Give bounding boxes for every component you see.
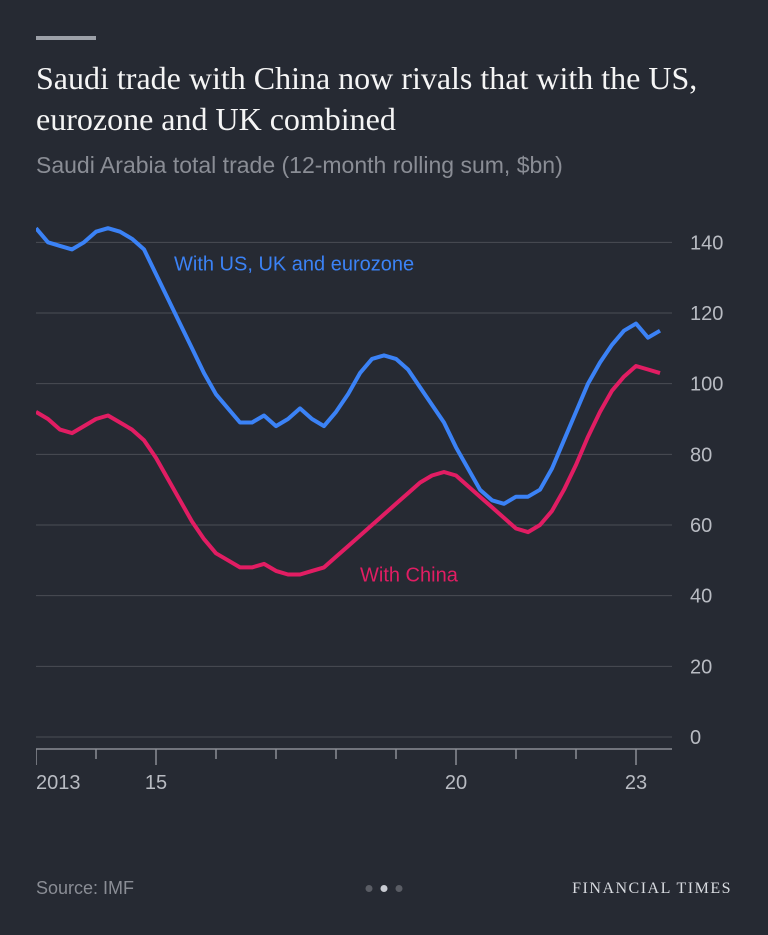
svg-text:40: 40 bbox=[690, 586, 712, 608]
svg-text:140: 140 bbox=[690, 232, 723, 254]
chart: 0 20 40 60 80 100 120 140 2013 15 20 23 With US, UK … bbox=[36, 207, 736, 797]
source-text: Source: IMF bbox=[36, 878, 134, 899]
brand-text: FINANCIAL TIMES bbox=[572, 880, 732, 898]
svg-text:23: 23 bbox=[625, 772, 647, 794]
chart-title: Saudi trade with China now rivals that w… bbox=[36, 58, 732, 140]
svg-text:0: 0 bbox=[690, 727, 701, 749]
accent-bar bbox=[36, 36, 96, 40]
pager-dots bbox=[366, 885, 403, 892]
svg-text:120: 120 bbox=[690, 303, 723, 325]
svg-text:2013: 2013 bbox=[36, 772, 81, 794]
svg-text:80: 80 bbox=[690, 444, 712, 466]
svg-text:20: 20 bbox=[445, 772, 467, 794]
series-label-china: With China bbox=[360, 564, 459, 586]
footer: Source: IMF FINANCIAL TIMES bbox=[36, 878, 732, 899]
svg-text:60: 60 bbox=[690, 515, 712, 537]
pager-dot[interactable] bbox=[366, 885, 373, 892]
series-label-west: With US, UK and eurozone bbox=[174, 254, 414, 276]
chart-subtitle: Saudi Arabia total trade (12-month rolli… bbox=[36, 152, 732, 179]
pager-dot[interactable] bbox=[381, 885, 388, 892]
pager-dot[interactable] bbox=[396, 885, 403, 892]
svg-text:100: 100 bbox=[690, 374, 723, 396]
svg-text:20: 20 bbox=[690, 656, 712, 678]
line-chart-svg: 0 20 40 60 80 100 120 140 2013 15 20 23 With US, UK … bbox=[36, 207, 736, 797]
svg-text:15: 15 bbox=[145, 772, 167, 794]
